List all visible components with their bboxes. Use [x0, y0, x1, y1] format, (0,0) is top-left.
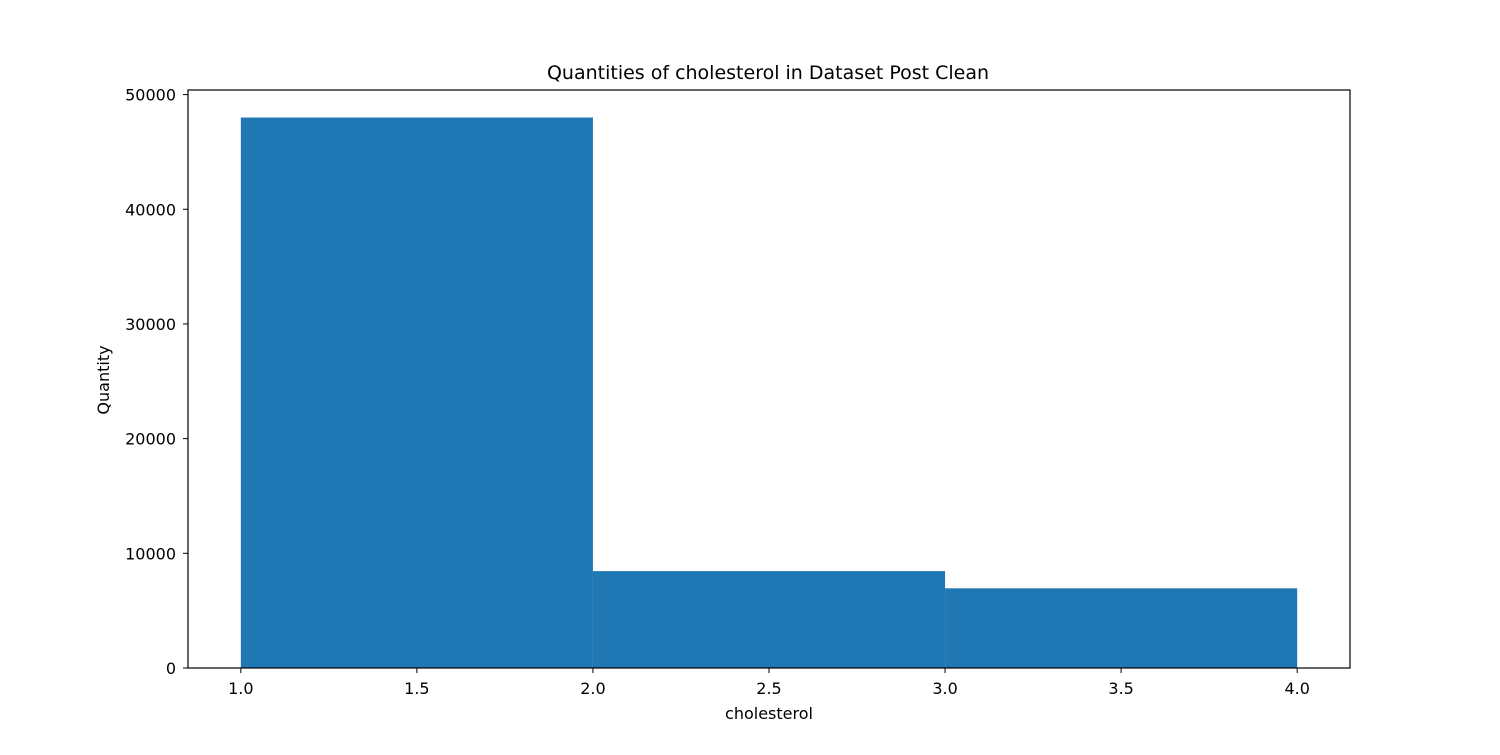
y-tick-label: 50000: [125, 86, 176, 105]
y-tick-label: 30000: [125, 315, 176, 334]
y-tick-label: 20000: [125, 430, 176, 449]
y-axis-ticks: 0 10000 20000 30000 40000 50000: [125, 86, 188, 678]
histogram-bar-3: [945, 588, 1298, 668]
x-tick-label: 2.0: [580, 679, 605, 698]
x-tick-label: 1.5: [404, 679, 429, 698]
histogram-bar-2: [592, 571, 946, 668]
x-tick-label: 3.0: [932, 679, 957, 698]
x-axis-label: cholesterol: [725, 704, 813, 723]
x-tick-label: 1.0: [228, 679, 253, 698]
y-tick-label: 40000: [125, 200, 176, 219]
x-tick-label: 2.5: [756, 679, 781, 698]
x-tick-label: 4.0: [1284, 679, 1309, 698]
chart-title: Quantities of cholesterol in Dataset Pos…: [547, 62, 989, 84]
y-tick-label: 10000: [125, 544, 176, 563]
x-axis-ticks: 1.0 1.5 2.0 2.5 3.0 3.5 4.0: [228, 668, 1310, 698]
histogram-bar-1: [240, 117, 593, 669]
y-axis-label: Quantity: [94, 345, 113, 414]
plot-frame: [187, 89, 1351, 669]
x-tick-label: 3.5: [1108, 679, 1133, 698]
y-tick-label: 0: [166, 659, 176, 678]
bars-group: [240, 117, 1298, 669]
